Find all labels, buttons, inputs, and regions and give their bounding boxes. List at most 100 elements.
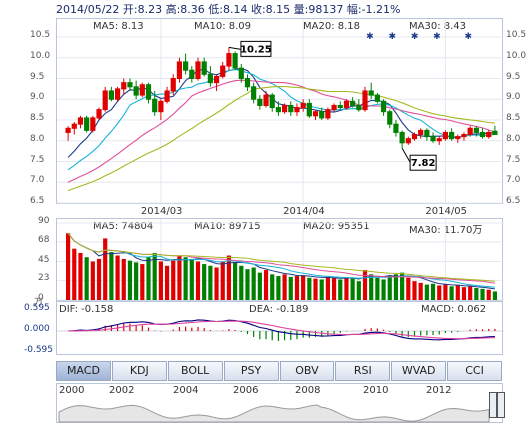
volume-bar xyxy=(418,282,423,300)
volume-bar xyxy=(96,258,102,300)
dea-legend: DEA: -0.189 xyxy=(249,304,309,315)
macd-tick: -0.595 xyxy=(24,345,54,355)
price-tick-left: 6.5 xyxy=(30,196,45,206)
vol-ma20-legend: MA20: 95351 xyxy=(303,221,370,232)
volume-bar xyxy=(214,267,219,300)
history-navigator[interactable]: 2000 2002 2004 2006 2008 2010 2012 xyxy=(56,383,505,423)
volume-bar xyxy=(270,274,275,300)
candle-body xyxy=(319,111,325,119)
navigator-right-handle[interactable] xyxy=(497,392,505,418)
high-label: 10.25 xyxy=(240,44,272,55)
volume-bar xyxy=(424,284,429,300)
candle-body xyxy=(189,69,195,80)
volume-bar xyxy=(461,287,467,300)
volume-bar xyxy=(134,262,139,300)
candle-body xyxy=(380,100,387,113)
tab-macd[interactable]: MACD xyxy=(56,361,111,381)
volume-bar xyxy=(344,277,349,300)
volume-bar xyxy=(140,264,145,300)
volume-bar xyxy=(276,276,281,300)
candle-body xyxy=(405,138,411,144)
candle-body xyxy=(479,131,486,138)
low-label: 7.82 xyxy=(411,158,436,169)
volume-tick: 23 xyxy=(38,273,50,284)
candle-body xyxy=(139,84,145,96)
overview-price-line xyxy=(58,404,490,423)
vol-ma5-line xyxy=(67,232,495,290)
volume-bar xyxy=(251,267,256,300)
candle-body xyxy=(251,86,257,100)
ma5-legend: MA5: 8.13 xyxy=(93,21,144,32)
candle-body xyxy=(77,117,84,125)
tab-rsi[interactable]: RSI xyxy=(335,361,391,381)
volume-bar xyxy=(492,291,497,300)
volume-bar xyxy=(177,255,182,300)
volume-bar xyxy=(331,277,337,300)
quote-header: 2014/05/22 开:8.23 高:8.36 低:8.14 收:8.15 量… xyxy=(56,3,401,16)
candle-body xyxy=(374,94,380,102)
candle-body xyxy=(176,61,183,80)
candle-body xyxy=(393,123,399,133)
tab-cci[interactable]: CCI xyxy=(447,361,502,381)
date-tick: 2014/04 xyxy=(283,206,325,217)
volume-bar xyxy=(474,288,479,300)
candle-body xyxy=(220,65,226,77)
candle-body xyxy=(343,100,350,109)
vol-ma5-legend: MA5: 74804 xyxy=(93,221,154,232)
tab-psy[interactable]: PSY xyxy=(223,361,279,381)
price-tick-left: 10.5 xyxy=(30,30,51,40)
candle-body xyxy=(306,102,312,117)
volume-bar xyxy=(486,289,491,300)
candle-body xyxy=(183,61,189,71)
candle-body xyxy=(436,138,442,142)
candle-body xyxy=(71,123,77,129)
volume-bar xyxy=(406,277,411,300)
tab-kdj[interactable]: KDJ xyxy=(111,361,167,381)
volume-bar xyxy=(362,270,368,300)
volume-bar xyxy=(72,248,77,300)
ma10-line xyxy=(67,68,495,171)
indicator-tabs: MACD KDJ BOLL PSY OBV RSI WVAD CCI xyxy=(56,361,503,381)
star-marker: ✱ xyxy=(433,32,441,42)
navigator-left-handle[interactable] xyxy=(489,392,497,418)
price-tick-right: 7.0 xyxy=(506,175,521,186)
volume-bar xyxy=(412,281,417,300)
volume-bar xyxy=(400,272,405,300)
ma20-line xyxy=(67,79,496,183)
volume-bar xyxy=(313,278,318,300)
price-chart: 10.25 7.82 ✱ ✱ ✱ ✱ ✱ xyxy=(57,19,504,205)
candle-body xyxy=(399,131,405,144)
volume-bar xyxy=(208,265,213,300)
volume-bar xyxy=(146,257,151,300)
candle-body xyxy=(362,90,368,111)
tab-obv[interactable]: OBV xyxy=(279,361,335,381)
volume-bar xyxy=(195,261,201,300)
candle-body xyxy=(461,134,467,138)
volume-bar xyxy=(443,284,448,300)
candle-body xyxy=(213,75,220,84)
date-tick: 2014/05 xyxy=(425,206,467,217)
volume-bar xyxy=(307,277,312,300)
candle-body xyxy=(127,82,133,88)
volume-bar xyxy=(437,285,442,300)
price-chart-pane[interactable]: MA5: 8.13 MA10: 8.09 MA20: 8.18 MA30: 8.… xyxy=(56,18,504,205)
ma10-legend: MA10: 8.09 xyxy=(194,21,252,32)
ma5-line xyxy=(67,67,495,158)
price-tick-left: 9.0 xyxy=(30,92,45,103)
overview-year: 2008 xyxy=(295,385,321,396)
volume-bar xyxy=(480,288,485,300)
volume-bar xyxy=(301,275,306,300)
candle-body xyxy=(263,94,269,106)
price-tick-right: 10.5 xyxy=(506,30,527,40)
dea-line xyxy=(68,320,495,340)
candle-body xyxy=(170,78,176,92)
macd-chart-pane[interactable]: DIF: -0.158 DEA: -0.189 MACD: 0.062 xyxy=(56,301,504,355)
volume-bar xyxy=(183,257,188,300)
candle-body xyxy=(424,129,430,138)
volume-chart-pane[interactable]: MA5: 74804 MA10: 89715 MA20: 95351 MA30:… xyxy=(56,218,504,302)
volume-bar xyxy=(239,265,244,300)
price-tick-left: 10.0 xyxy=(30,50,51,61)
tab-boll[interactable]: BOLL xyxy=(167,361,223,381)
tab-wvad[interactable]: WVAD xyxy=(391,361,447,381)
candle-body xyxy=(294,107,300,113)
